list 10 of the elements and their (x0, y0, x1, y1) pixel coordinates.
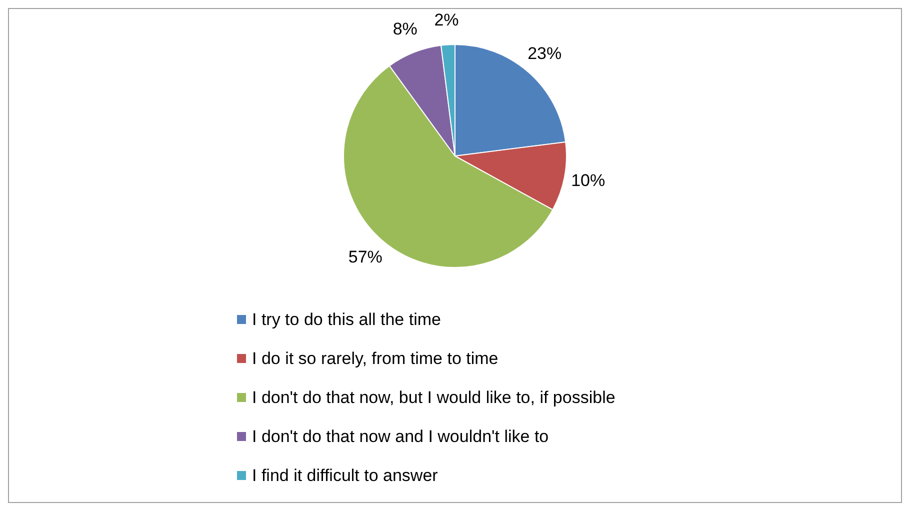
legend-label: I try to do this all the time (252, 310, 441, 330)
legend-label: I don't do that now, but I would like to, if possible (252, 388, 616, 408)
legend-label: I don't do that now and I wouldn't like to (252, 426, 549, 446)
data-label: 2% (434, 10, 459, 30)
data-label: 10% (571, 171, 606, 190)
legend-label: I do it so rarely, from time to time (252, 348, 498, 368)
data-label: 57% (348, 247, 382, 266)
data-label: 23% (528, 44, 562, 64)
legend-label: I find it difficult to answer (252, 466, 438, 486)
data-label: 8% (392, 20, 418, 39)
